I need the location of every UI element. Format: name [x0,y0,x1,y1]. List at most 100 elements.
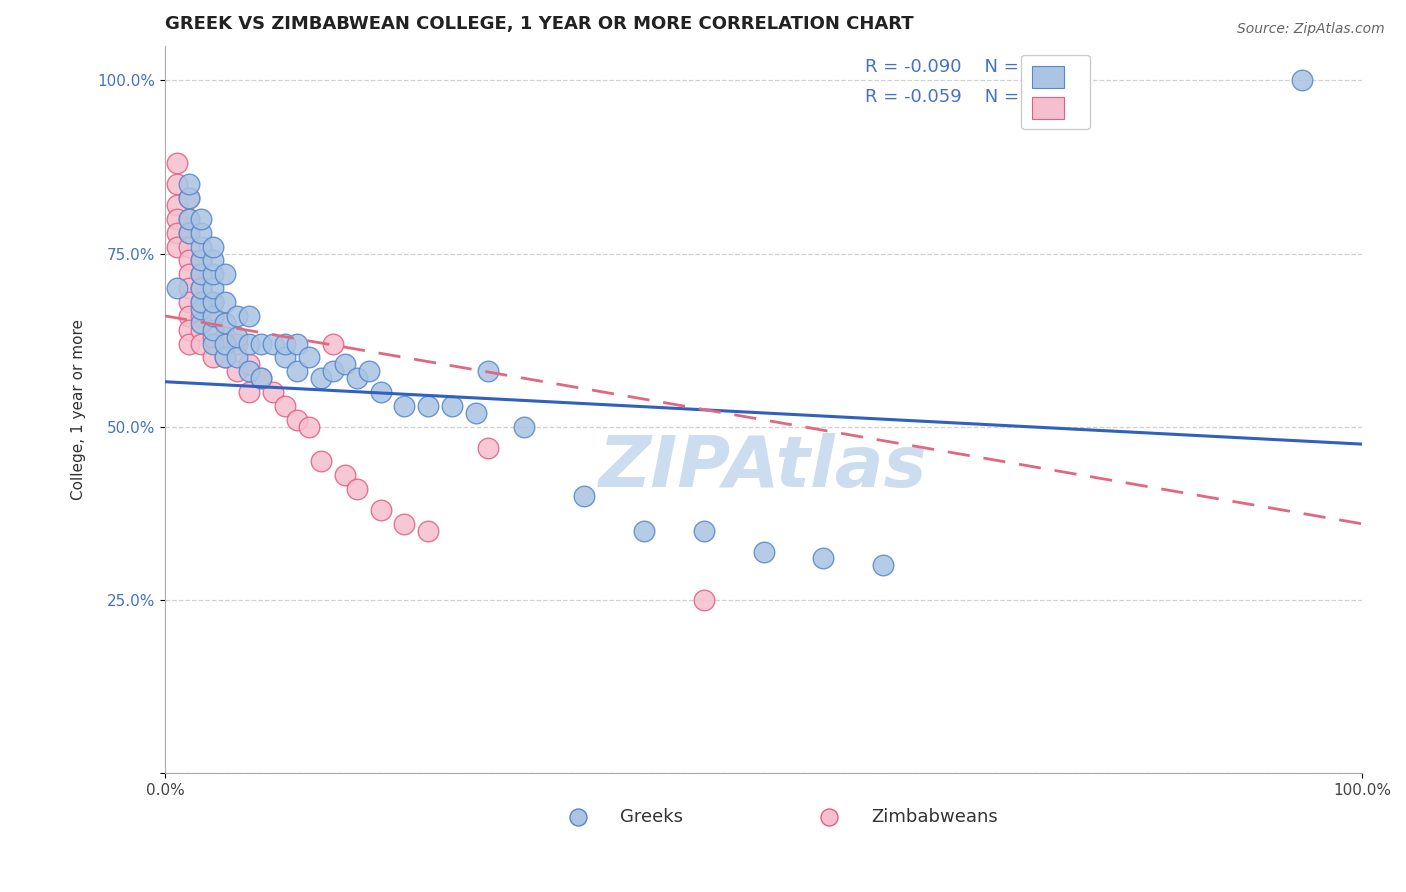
Point [190,295,212,310]
Point [357,364,380,378]
Point [441,399,464,413]
Point [394,516,416,531]
Point [225,351,247,365]
Point [190,253,212,268]
Point [572,489,595,503]
Point [201,295,224,310]
Point [370,385,392,400]
Point [214,295,236,310]
Point [190,281,212,295]
Point [309,371,332,385]
Point [238,358,260,372]
Text: ZIPAtlas: ZIPAtlas [599,434,928,502]
Point [190,316,212,330]
Point [166,211,188,226]
Point [477,441,499,455]
Point [513,419,536,434]
Point [177,309,200,323]
Text: R = -0.090    N = 60: R = -0.090 N = 60 [865,59,1047,77]
Point [201,253,224,268]
Point [190,309,212,323]
Point [214,329,236,343]
Point [298,351,321,365]
Point [201,323,224,337]
Point [201,309,224,323]
Point [309,454,332,468]
Point [201,351,224,365]
Point [633,524,655,538]
Point [692,593,714,607]
Point [250,336,273,351]
Point [250,371,273,385]
Text: GREEK VS ZIMBABWEAN COLLEGE, 1 YEAR OR MORE CORRELATION CHART: GREEK VS ZIMBABWEAN COLLEGE, 1 YEAR OR M… [165,15,914,33]
Point [1291,73,1313,87]
Point [214,336,236,351]
Point [190,253,212,268]
Point [177,295,200,310]
Point [872,558,894,573]
Point [177,268,200,282]
Point [692,524,714,538]
Point [166,239,188,253]
Point [177,178,200,192]
Point [177,239,200,253]
Point [201,336,224,351]
Point [214,351,236,365]
Point [225,329,247,343]
Point [752,544,775,558]
Point [225,364,247,378]
Point [322,336,344,351]
Point [238,364,260,378]
Y-axis label: College, 1 year or more: College, 1 year or more [72,319,86,500]
Point [190,301,212,316]
Point [166,198,188,212]
Point [418,524,440,538]
Point [166,281,188,295]
Point [190,295,212,310]
Point [190,211,212,226]
Point [201,268,224,282]
Point [177,336,200,351]
Point [477,364,499,378]
Point [322,364,344,378]
Point [177,191,200,205]
Point [190,268,212,282]
Point [166,178,188,192]
Point [201,295,224,310]
Point [262,336,284,351]
Point [225,336,247,351]
Text: Zimbabweans: Zimbabweans [872,808,998,826]
Point [394,399,416,413]
Point [238,309,260,323]
Point [201,309,224,323]
Point [177,211,200,226]
Point [166,226,188,240]
Point [285,364,308,378]
Legend: , : , [1021,54,1090,129]
Point [177,281,200,295]
Point [214,268,236,282]
Point [190,336,212,351]
Point [250,371,273,385]
Point [274,399,297,413]
Point [274,336,297,351]
Point [333,358,356,372]
Point [274,351,297,365]
Point [177,211,200,226]
Point [214,316,236,330]
Point [238,385,260,400]
Point [177,226,200,240]
Point [238,336,260,351]
Point [190,268,212,282]
Point [214,316,236,330]
Point [201,281,224,295]
Point [177,323,200,337]
Point [370,503,392,517]
Point [333,468,356,483]
Point [190,226,212,240]
Point [214,351,236,365]
Point [567,808,589,822]
Text: Greeks: Greeks [620,808,683,826]
Point [262,385,284,400]
Point [418,399,440,413]
